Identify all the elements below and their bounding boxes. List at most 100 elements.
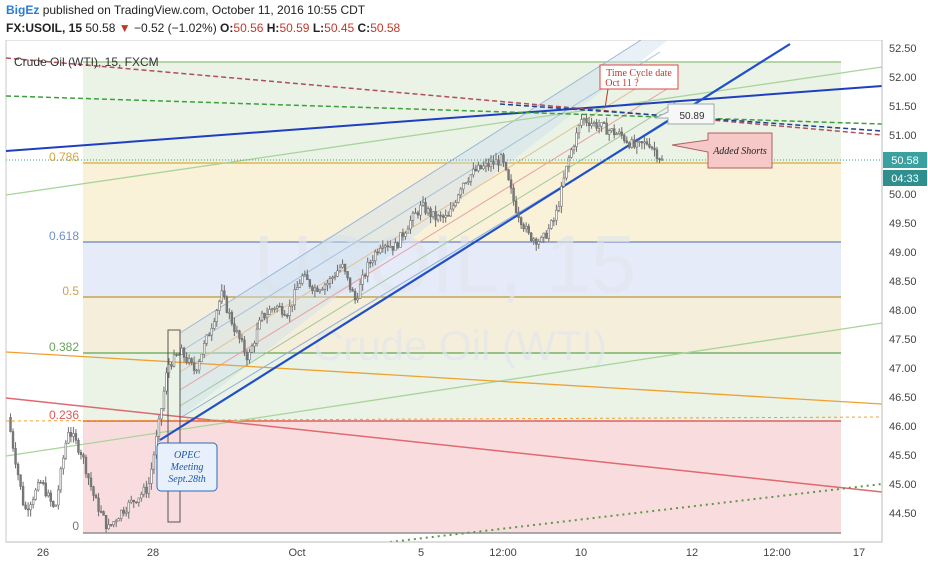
candle-body — [477, 165, 480, 172]
candle-body — [348, 277, 352, 290]
price-chart[interactable]: USOIL, 15 Crude Oil (WTI) 0.786 0.618 0.… — [0, 40, 928, 566]
candle-body — [21, 486, 25, 506]
candle-body — [323, 284, 327, 290]
candle-body — [499, 154, 503, 166]
candle-body — [517, 212, 520, 219]
candle-body — [185, 357, 188, 363]
candle-body — [321, 288, 324, 291]
candle-body — [351, 289, 354, 292]
candle-body — [306, 274, 309, 281]
candle-body — [223, 290, 226, 298]
candle-body — [353, 291, 357, 301]
high-value: 50.59 — [279, 21, 310, 35]
watermark-symbol: USOIL, 15 — [254, 219, 637, 310]
time-cycle-note-box[interactable] — [599, 64, 679, 90]
candle-body — [623, 135, 626, 142]
candle-body — [648, 143, 651, 148]
candle-body — [255, 328, 259, 344]
candle-body — [278, 305, 281, 308]
symbol-label[interactable]: FX:USOIL, 15 — [6, 21, 83, 35]
author-link[interactable]: BigEz — [6, 3, 40, 17]
candle-body — [69, 432, 73, 437]
candle-body — [97, 497, 100, 512]
price-tick: 52.00 — [889, 72, 917, 84]
candle-body — [441, 215, 445, 218]
candle-body — [318, 289, 322, 292]
time-cycle-note-line2: Oct 11 ? — [605, 78, 639, 89]
chart-title: Crude Oil (WTI), 15, FXCM — [14, 55, 159, 69]
candle-body — [293, 289, 296, 306]
candle-body — [497, 159, 500, 166]
fib-label-0382: 0.382 — [49, 340, 79, 354]
price-callout-box[interactable] — [654, 103, 715, 125]
candle-body — [57, 489, 60, 506]
candle-body — [89, 477, 93, 488]
candle-body — [406, 228, 410, 234]
candle-body — [225, 296, 229, 313]
last-price-badge — [883, 152, 927, 168]
candle-body — [162, 390, 166, 409]
candle-body — [150, 468, 153, 484]
trend-line-green-upper[interactable] — [5, 66, 883, 196]
candle-body — [446, 215, 450, 217]
candle-body — [464, 182, 467, 185]
candle-body — [245, 351, 249, 361]
trend-line-dashed-green[interactable] — [5, 95, 883, 125]
candle-body — [82, 454, 85, 458]
trend-line-dotted-green[interactable] — [389, 483, 883, 543]
candle-body — [220, 290, 224, 302]
candle-body — [52, 501, 55, 507]
channel-line-5 — [179, 101, 677, 407]
trend-line-dashed-red[interactable] — [5, 57, 883, 136]
candle-body — [655, 149, 659, 159]
opec-note-line1: OPEC — [174, 450, 200, 461]
candle-body — [280, 306, 284, 315]
candle-body — [514, 200, 518, 213]
price-tick: 44.50 — [889, 508, 917, 520]
candle-body — [487, 163, 490, 168]
candle-body — [489, 161, 493, 168]
candle-body — [157, 418, 161, 437]
price-tick: 51.00 — [889, 130, 917, 142]
candles[interactable] — [9, 113, 664, 533]
candle-body — [235, 330, 239, 333]
candle-body — [595, 122, 598, 129]
added-shorts-text: Added Shorts — [712, 146, 767, 157]
last-price-badge-text: 50.58 — [891, 155, 919, 167]
candle-body — [381, 246, 384, 249]
candle-body — [650, 146, 654, 149]
price-tick: 51.50 — [889, 101, 917, 113]
countdown-badge — [883, 170, 927, 186]
opec-note-box[interactable] — [156, 442, 218, 492]
candle-body — [519, 217, 523, 225]
price-axis-ticks: 52.50 52.00 51.50 51.00 50.00 49.50 49.0… — [889, 43, 917, 520]
trend-line-green-lower[interactable] — [5, 322, 883, 457]
candle-body — [192, 362, 196, 371]
candle-body — [11, 431, 15, 449]
time-axis[interactable] — [6, 542, 882, 566]
candle-body — [34, 489, 37, 500]
candle-body — [640, 141, 644, 144]
candle-body — [602, 122, 606, 124]
candle-body — [298, 283, 301, 288]
candle-body — [24, 504, 27, 510]
trend-line-red[interactable] — [5, 397, 883, 493]
price-axis[interactable] — [882, 40, 928, 542]
candle-body — [592, 122, 596, 124]
candle-body — [16, 463, 20, 476]
candle-body — [635, 141, 639, 148]
candle-body — [431, 211, 435, 217]
candle-body — [301, 275, 304, 284]
candle-body — [308, 279, 312, 287]
candle-body — [190, 358, 193, 363]
candle-body — [125, 511, 128, 514]
candle-body — [265, 314, 269, 319]
level-line-orange-dotted[interactable] — [5, 416, 883, 422]
candle-body — [371, 260, 374, 263]
time-tick: 5 — [418, 547, 424, 559]
candle-body — [119, 509, 123, 519]
trend-line-navy[interactable] — [5, 85, 883, 152]
added-shorts-box[interactable] — [671, 132, 773, 169]
trend-line-orange[interactable] — [5, 351, 883, 405]
candle-body — [250, 345, 254, 353]
